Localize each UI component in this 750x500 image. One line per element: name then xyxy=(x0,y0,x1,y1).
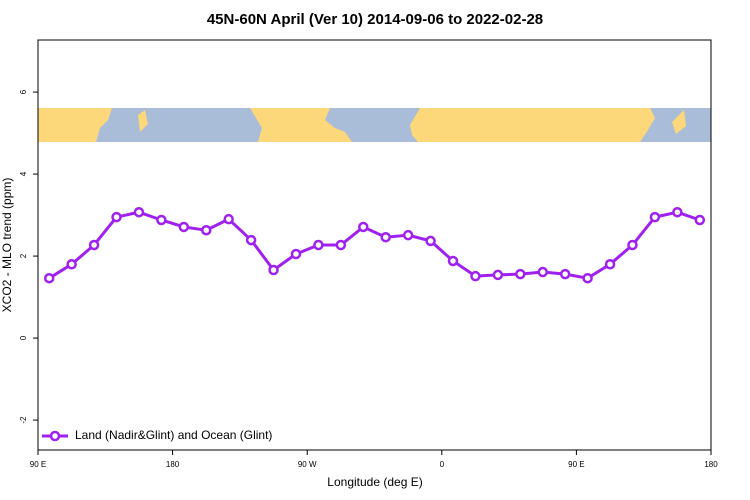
x-tick-label: 90 E xyxy=(30,460,46,469)
data-point xyxy=(649,211,661,223)
legend-marker xyxy=(49,430,61,442)
x-tick-label: 180 xyxy=(166,460,180,469)
x-axis-label: Longitude (deg E) xyxy=(327,475,422,489)
series-line xyxy=(48,210,701,280)
y-tick-label: 2 xyxy=(19,253,28,258)
y-tick-label: 4 xyxy=(19,171,28,176)
x-tick-label: 0 xyxy=(440,460,445,469)
data-point xyxy=(43,272,55,284)
data-point xyxy=(88,239,100,251)
x-tick-label: 90 E xyxy=(568,460,584,469)
y-tick-label: 0 xyxy=(19,335,28,340)
data-point xyxy=(380,231,391,243)
data-point xyxy=(537,266,548,278)
data-point xyxy=(492,269,504,281)
land xyxy=(672,110,686,134)
data-point xyxy=(694,214,706,226)
data-point xyxy=(604,259,616,270)
data-point xyxy=(156,214,167,226)
data-point xyxy=(290,248,302,260)
y-tick-label: 6 xyxy=(19,89,28,94)
data-point xyxy=(402,229,414,241)
plot-frame xyxy=(37,39,712,451)
data-point xyxy=(335,239,347,251)
data-point xyxy=(178,221,190,233)
data-point xyxy=(425,235,436,247)
data-point xyxy=(672,206,683,218)
data-point xyxy=(627,239,638,251)
data-point xyxy=(358,221,369,233)
data-point xyxy=(245,234,257,246)
map-band xyxy=(38,108,711,142)
x-tick-label: 90 W xyxy=(298,460,317,469)
data-point xyxy=(66,259,77,270)
legend-label: Land (Nadir&Glint) and Ocean (Glint) xyxy=(75,428,272,442)
data-point xyxy=(268,264,279,276)
data-point xyxy=(447,255,459,267)
data-point xyxy=(201,224,212,236)
data-point xyxy=(223,213,234,225)
data-point xyxy=(133,206,145,218)
y-tick-label: -2 xyxy=(19,416,28,424)
data-point xyxy=(313,239,324,251)
data-point xyxy=(559,268,571,280)
data-point xyxy=(470,270,481,282)
legend: Land (Nadir&Glint) and Ocean (Glint) xyxy=(42,428,272,442)
data-point xyxy=(515,268,526,280)
land xyxy=(410,108,655,142)
y-axis-label: XCO2 - MLO trend (ppm) xyxy=(0,178,14,313)
data-point xyxy=(111,211,122,223)
land xyxy=(250,108,352,142)
chart-title: 45N-60N April (Ver 10) 2014-09-06 to 202… xyxy=(207,11,543,28)
x-tick-label: 180 xyxy=(704,460,718,469)
land xyxy=(138,110,148,132)
land xyxy=(38,108,112,142)
data-point xyxy=(582,272,593,284)
